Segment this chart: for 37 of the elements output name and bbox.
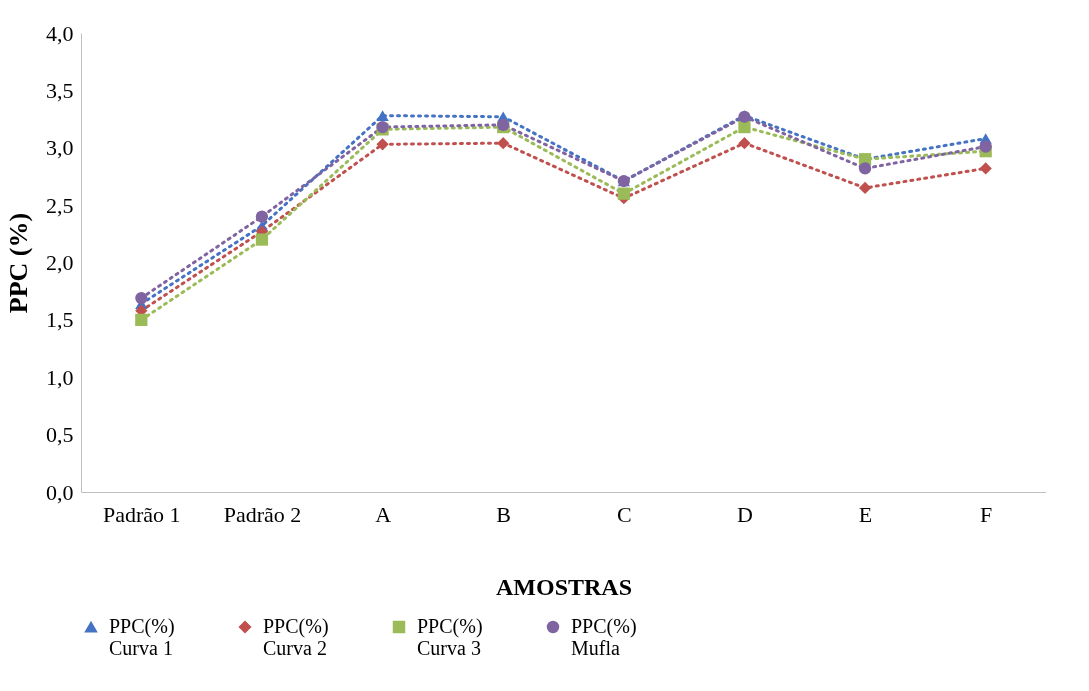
y-tick-label: 2,5 (46, 192, 74, 218)
point (135, 291, 148, 305)
point (255, 210, 269, 223)
x-axis-title: AMOSTRAS (495, 573, 633, 600)
point (858, 162, 872, 175)
y-tick-label: 1,0 (46, 364, 74, 390)
y-tick-label: 0,5 (46, 422, 74, 448)
point (376, 110, 389, 121)
y-tick-label: 1,5 (46, 307, 74, 333)
y-tick-label: 3,5 (46, 77, 74, 103)
point (376, 138, 389, 151)
point (497, 137, 510, 150)
legend-label: PPC(%) Curva 1 (109, 615, 175, 659)
x-tick-label: A (375, 501, 392, 527)
point (738, 120, 751, 134)
y-tick-label: 4,0 (46, 20, 74, 46)
x-tick-label: Padrão 1 (103, 501, 181, 527)
point (738, 137, 751, 150)
point (617, 187, 630, 200)
point (979, 140, 992, 153)
y-axis-title: PPC (%) (4, 212, 33, 314)
legend-label: PPC(%) Curva 3 (417, 615, 483, 659)
point (979, 162, 992, 175)
point (858, 181, 872, 195)
x-tick-label: C (616, 501, 632, 527)
x-tick-label: F (980, 501, 993, 527)
legend-label: PPC(%) Mufla (571, 615, 637, 659)
point (255, 233, 269, 246)
x-tick-label: D (736, 501, 753, 527)
y-tick-label: 2,0 (46, 250, 74, 275)
y-tick-label: 3,0 (46, 135, 74, 161)
x-tick-label: E (858, 501, 873, 527)
point (135, 313, 148, 326)
legend-label: PPC(%) Curva 2 (263, 615, 329, 659)
x-tick-label: Padrão 2 (223, 501, 302, 527)
x-tick-label: B (496, 501, 512, 527)
y-tick-label: 0,0 (46, 479, 74, 505)
